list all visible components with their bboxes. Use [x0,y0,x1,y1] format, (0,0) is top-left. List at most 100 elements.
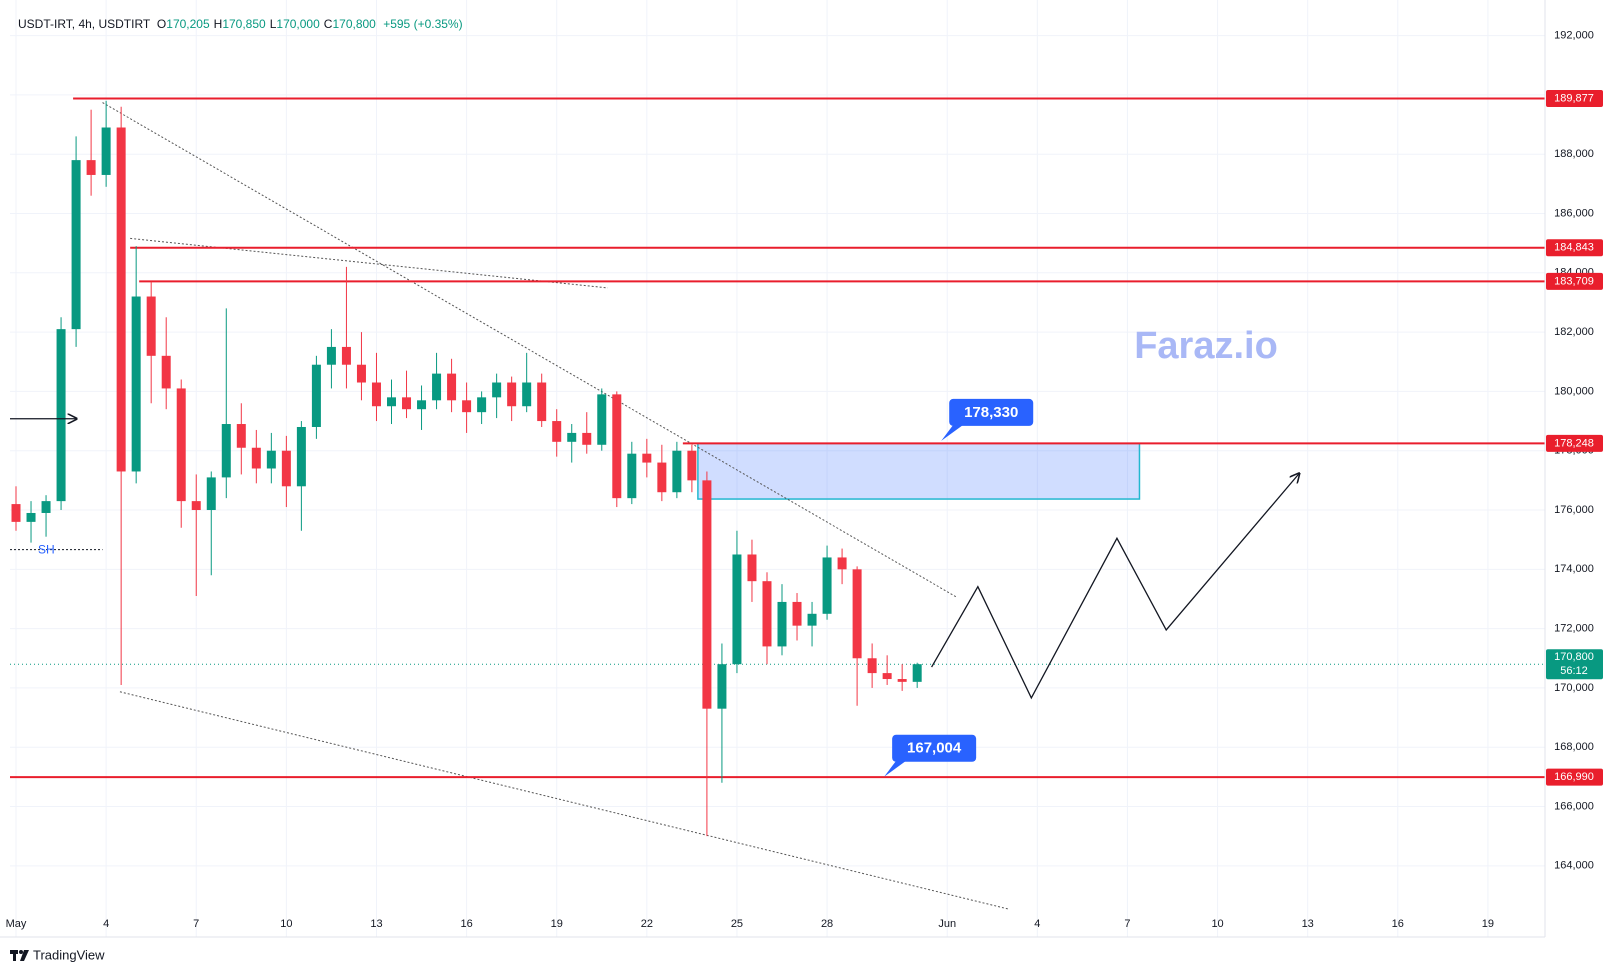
y-tick-label: 182,000 [1554,326,1594,338]
level-label-box [1546,272,1603,290]
x-tick-label: 7 [193,918,199,930]
candle-body [26,512,36,522]
y-tick-label: 192,000 [1554,29,1594,41]
countdown: 56:12 [1560,665,1588,677]
y-tick-label: 164,000 [1554,860,1594,872]
candle-body [597,394,607,445]
y-tick-label: 168,000 [1554,741,1594,753]
candle-body [507,382,517,407]
candle-body [567,432,577,442]
x-tick-label: 4 [103,918,109,930]
candle-body [447,373,457,401]
candle-body [672,450,682,493]
x-tick-label: 16 [460,918,472,930]
candle-body [191,501,201,511]
y-tick-label: 186,000 [1554,207,1594,219]
callout-label: 178,330 [964,404,1018,421]
symbol-header: USDT-IRT, 4h, USDTIRT O170,205 H170,850 L1… [18,17,467,31]
x-tick-label: 7 [1124,918,1130,930]
callout-label: 167,004 [907,740,962,757]
level-label: 178,248 [1554,437,1594,449]
ohlc-value: 170,850 [222,17,266,31]
y-tick-label: 172,000 [1554,623,1594,635]
foreground-layer: 164,000 166,000 168,000 170,000 172,000 174,0… [6,29,1603,930]
watermark: Faraz.io [1134,325,1278,367]
candle-body [146,296,156,356]
candle-body [371,382,381,407]
x-tick-label: 19 [551,918,563,930]
level-label-box [1546,90,1603,108]
candle-body [326,346,336,365]
candle-body [552,421,562,442]
candle-body [11,504,21,522]
candle-body [71,160,81,330]
level-label-box [1546,434,1603,452]
candle-body [432,373,442,401]
candle-body [296,426,306,487]
swing-high-label: SH [38,543,55,557]
candle-body [281,450,291,487]
candle-body [837,557,847,570]
level-label: 184,843 [1554,242,1594,254]
y-tick-label: 188,000 [1554,148,1594,160]
candle-body [762,581,772,647]
background-layer: Faraz.io [10,0,1545,937]
x-tick-label: 13 [1302,918,1314,930]
candle-body [176,388,186,502]
candle-body [131,296,141,472]
level-label: 166,990 [1554,771,1594,783]
trendline [119,691,1009,910]
candle-body [462,400,472,413]
callout-pointer [941,424,964,441]
change: +595 (+0.35%) [383,17,463,31]
candle-body [912,664,922,682]
last-price-label: 170,800 [1554,651,1594,663]
trendline [130,237,608,289]
ohlc: O170,205 H170,850 L170,000 C170,800 [157,17,380,31]
candle-body [56,329,66,502]
candle-body [777,601,787,647]
candle-body [582,432,592,445]
candle-body [236,424,246,448]
x-tick-label: 28 [821,918,833,930]
level-label: 183,709 [1554,275,1594,287]
candle-body [867,658,877,674]
symbol: USDT-IRT, 4h, USDTIRT [18,17,151,31]
candle-body [116,127,126,472]
candle-body [612,394,622,499]
ohlc-key: L [269,17,277,31]
candle-body [792,601,802,626]
candle-body [311,364,321,427]
last-price-box [1546,649,1603,680]
level-label-box [1546,768,1603,786]
y-tick-label: 170,000 [1554,682,1594,694]
y-tick-label: 180,000 [1554,385,1594,397]
candle-body [522,382,532,407]
x-tick-label: 16 [1392,918,1404,930]
candle-body [537,382,547,422]
ohlc-value: 170,800 [332,17,376,31]
tradingview-logo [10,950,29,961]
candle-body [642,453,652,463]
candle-body [251,447,261,469]
candle-body [41,501,51,513]
projection-path [931,473,1300,700]
x-tick-label: 19 [1482,918,1494,930]
callout-box [949,398,1034,426]
candle-body [627,453,637,499]
x-tick-label: 10 [280,918,292,930]
candle-body [386,397,396,407]
x-tick-label: 10 [1211,918,1223,930]
ohlc-key: C [323,17,333,31]
candle-body [882,673,892,680]
candle-body [747,554,757,582]
x-tick-label: Jun [938,918,956,930]
candle-body [702,480,712,709]
candle-body [417,400,427,410]
candle-body [687,450,697,481]
candle-body [897,679,907,682]
candle-body [852,569,862,659]
ohlc-key: O [156,17,167,31]
